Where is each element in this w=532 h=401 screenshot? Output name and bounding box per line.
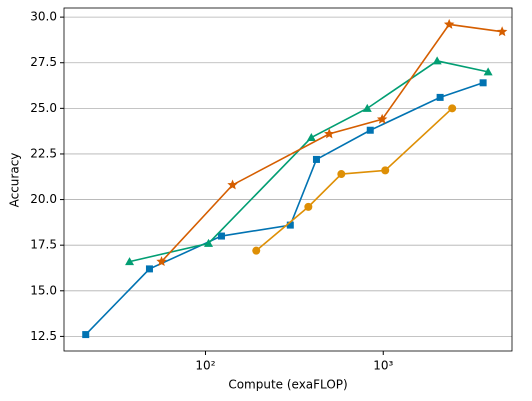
data-point: [483, 67, 493, 76]
data-point: [312, 155, 320, 163]
data-point: [227, 179, 238, 190]
data-point: [125, 257, 135, 266]
series-line: [255, 107, 453, 252]
y-tick-label: 20.0: [30, 192, 57, 206]
data-point: [304, 202, 313, 211]
y-axis-label: Accuracy: [8, 153, 22, 208]
y-tick-label: 22.5: [30, 146, 57, 160]
y-tick-label: 17.5: [30, 238, 57, 252]
plot-frame: [63, 7, 513, 352]
data-point: [479, 79, 487, 87]
y-tick-label: 27.5: [30, 55, 57, 69]
x-tick-label: 10³: [373, 359, 393, 373]
data-point: [252, 246, 261, 255]
data-point: [362, 103, 372, 112]
data-point: [381, 166, 390, 175]
data-point: [448, 104, 457, 113]
data-point: [324, 128, 335, 139]
y-tick-label: 12.5: [30, 329, 57, 343]
y-tick-label: 30.0: [30, 10, 57, 24]
series-line: [85, 82, 484, 336]
data-point: [366, 126, 374, 134]
y-tick-label: 25.0: [30, 101, 57, 115]
y-tick-label: 15.0: [30, 283, 57, 297]
data-point: [337, 170, 346, 179]
data-point: [443, 18, 455, 29]
data-point: [145, 265, 153, 273]
x-tick-label: 10²: [195, 359, 215, 373]
data-point: [156, 256, 167, 267]
data-point: [306, 133, 316, 142]
data-point: [286, 221, 294, 229]
data-point: [217, 232, 225, 240]
data-point: [204, 238, 214, 247]
data-point: [82, 331, 90, 339]
series-line: [129, 60, 489, 263]
x-axis-label: Compute (exaFLOP): [228, 378, 347, 392]
data-point: [376, 113, 388, 124]
data-point: [432, 56, 442, 65]
series-line: [160, 23, 503, 263]
data-point: [496, 26, 508, 37]
data-point: [436, 93, 444, 101]
